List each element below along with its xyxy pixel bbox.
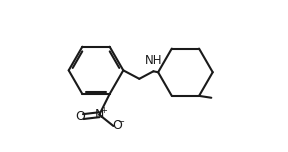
- Text: −: −: [118, 117, 124, 126]
- Text: O: O: [75, 110, 85, 123]
- Text: NH: NH: [145, 54, 162, 67]
- Text: N: N: [94, 108, 104, 121]
- Text: +: +: [100, 106, 107, 115]
- Text: O: O: [112, 119, 122, 133]
